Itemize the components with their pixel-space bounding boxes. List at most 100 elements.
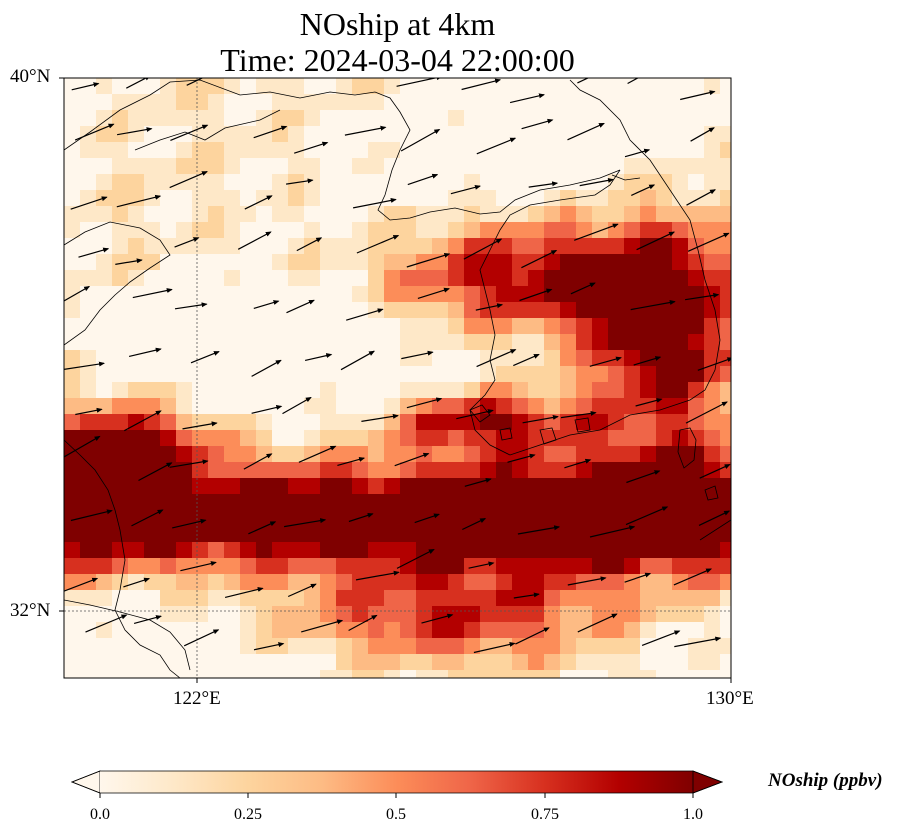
field-cell bbox=[656, 558, 673, 575]
wind-arrow bbox=[174, 302, 208, 310]
field-cell bbox=[512, 478, 529, 495]
field-cell bbox=[576, 494, 593, 511]
field-cell bbox=[464, 366, 481, 383]
field-cell bbox=[320, 558, 337, 575]
wind-arrow bbox=[298, 445, 337, 463]
field-cell bbox=[304, 622, 321, 639]
field-cell bbox=[448, 126, 465, 143]
field-cell bbox=[688, 302, 705, 319]
field-cell bbox=[608, 382, 625, 399]
field-cell bbox=[688, 270, 705, 287]
field-cell bbox=[432, 526, 449, 543]
field-cell bbox=[624, 382, 641, 399]
field-cell bbox=[112, 590, 129, 607]
field-cell bbox=[96, 638, 113, 655]
field-cell bbox=[672, 382, 689, 399]
field-cell bbox=[448, 94, 465, 111]
field-cell bbox=[256, 78, 273, 95]
field-cell bbox=[240, 398, 257, 415]
field-cell bbox=[576, 110, 593, 127]
field-cell bbox=[640, 302, 657, 319]
field-cell bbox=[656, 158, 673, 175]
field-cell bbox=[208, 334, 225, 351]
field-cell bbox=[496, 446, 513, 463]
field-cell bbox=[608, 270, 625, 287]
field-cell bbox=[160, 526, 177, 543]
field-cell bbox=[336, 158, 353, 175]
field-cell bbox=[352, 286, 369, 303]
field-cell bbox=[272, 142, 289, 159]
field-cell bbox=[592, 190, 609, 207]
wind-arrow bbox=[70, 509, 113, 522]
wind-arrow bbox=[78, 247, 110, 258]
field-cell bbox=[720, 606, 731, 623]
field-cell bbox=[240, 302, 257, 319]
field-cell bbox=[704, 574, 721, 591]
field-cell bbox=[64, 398, 81, 415]
field-cell bbox=[384, 382, 401, 399]
field-cell bbox=[704, 206, 721, 223]
field-cell bbox=[160, 382, 177, 399]
field-cell bbox=[224, 142, 241, 159]
field-cell bbox=[320, 110, 337, 127]
field-cell bbox=[432, 238, 449, 255]
field-cell bbox=[672, 206, 689, 223]
field-cell bbox=[224, 206, 241, 223]
field-cell bbox=[96, 462, 113, 479]
field-cell bbox=[624, 286, 641, 303]
field-cell bbox=[224, 350, 241, 367]
field-cell bbox=[144, 222, 161, 239]
field-cell bbox=[144, 94, 161, 111]
field-cell bbox=[416, 574, 433, 591]
field-cell bbox=[144, 158, 161, 175]
field-cell bbox=[368, 574, 385, 591]
field-cell bbox=[416, 654, 433, 671]
field-cell bbox=[448, 510, 465, 527]
field-cell bbox=[496, 606, 513, 623]
field-cell bbox=[464, 606, 481, 623]
field-cell bbox=[288, 318, 305, 335]
field-cell bbox=[256, 478, 273, 495]
field-cell bbox=[304, 174, 321, 191]
field-cell bbox=[272, 558, 289, 575]
field-cell bbox=[384, 670, 401, 678]
field-cell bbox=[128, 542, 145, 559]
wind-arrow bbox=[633, 356, 662, 366]
wind-arrow bbox=[131, 509, 164, 527]
field-cell bbox=[80, 542, 97, 559]
wind-arrow bbox=[128, 347, 162, 357]
wind-arrow bbox=[636, 231, 676, 251]
field-cell bbox=[704, 142, 721, 159]
field-cell bbox=[496, 558, 513, 575]
field-cell bbox=[448, 542, 465, 559]
field-cell bbox=[352, 366, 369, 383]
field-cell bbox=[368, 222, 385, 239]
field-cell bbox=[176, 510, 193, 527]
field-cell bbox=[224, 462, 241, 479]
field-cell bbox=[544, 638, 561, 655]
field-cell bbox=[96, 654, 113, 671]
field-cell bbox=[384, 430, 401, 447]
field-cell bbox=[64, 126, 81, 143]
field-cell bbox=[608, 590, 625, 607]
field-cell bbox=[544, 206, 561, 223]
field-cell bbox=[224, 334, 241, 351]
field-cell bbox=[64, 670, 81, 678]
field-cell bbox=[432, 174, 449, 191]
field-cell bbox=[224, 622, 241, 639]
field-cell bbox=[464, 430, 481, 447]
field-cell bbox=[400, 110, 417, 127]
field-cell bbox=[400, 174, 417, 191]
field-cell bbox=[624, 542, 641, 559]
field-cell bbox=[400, 590, 417, 607]
field-cell bbox=[560, 302, 577, 319]
field-cell bbox=[640, 158, 657, 175]
field-cell bbox=[96, 110, 113, 127]
field-cell bbox=[384, 158, 401, 175]
field-cell bbox=[608, 302, 625, 319]
field-cell bbox=[320, 430, 337, 447]
field-cell bbox=[320, 222, 337, 239]
field-cell bbox=[256, 238, 273, 255]
field-cell bbox=[144, 510, 161, 527]
